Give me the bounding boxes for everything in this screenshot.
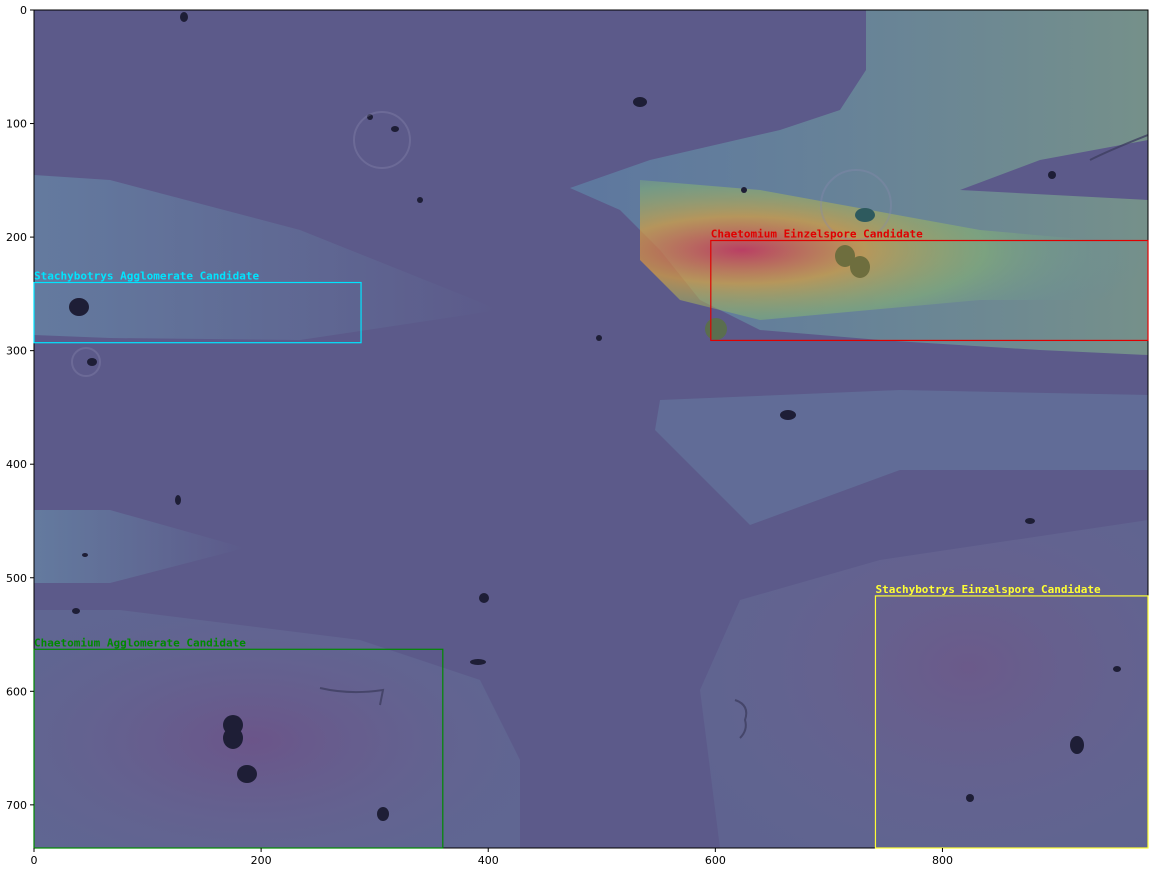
particle	[175, 495, 181, 505]
particle	[596, 335, 602, 341]
bubble	[71, 347, 101, 377]
particle	[850, 256, 870, 278]
y-tick-label: 300	[6, 345, 27, 358]
detection-box	[710, 239, 1149, 342]
heatmap-hotspot	[640, 180, 1148, 320]
heatmap-mid-left	[34, 510, 245, 583]
y-tick-label: 200	[6, 231, 27, 244]
bubble	[353, 111, 411, 169]
debris	[319, 134, 1149, 739]
particle	[87, 358, 97, 366]
particle	[633, 97, 647, 107]
particle	[237, 765, 257, 783]
detection-box	[33, 281, 362, 344]
x-tick-label: 600	[705, 854, 726, 867]
micrograph-frame	[33, 9, 1149, 849]
particle	[391, 126, 399, 132]
particle	[367, 114, 373, 120]
axes: 0 200 400 600 800 0 100 200 300 400 500 600 700	[6, 4, 953, 867]
particles	[69, 12, 1121, 821]
particle	[1025, 518, 1035, 524]
particle	[470, 659, 486, 665]
particle	[417, 197, 423, 203]
detection-box	[33, 648, 444, 849]
y-tick-label: 700	[6, 799, 27, 812]
particle	[69, 298, 89, 316]
particle	[377, 807, 389, 821]
x-tick-label: 0	[31, 854, 38, 867]
y-tick-label: 0	[20, 4, 27, 17]
x-tick-label: 800	[932, 854, 953, 867]
heatmap-bottom-right	[700, 520, 1148, 848]
detection-label: Stachybotrys Einzelspore Candidate	[875, 583, 1101, 596]
detection-label: Chaetomium Einzelspore Candidate	[711, 228, 923, 241]
y-tick-label: 400	[6, 458, 27, 471]
micrograph	[33, 9, 1149, 849]
x-tick-label: 400	[478, 854, 499, 867]
detection-label: Stachybotrys Agglomerate Candidate	[34, 270, 260, 283]
y-tick-label: 600	[6, 685, 27, 698]
particle	[479, 593, 489, 603]
detection-boxes: Stachybotrys Agglomerate Candidate Chaeto…	[33, 228, 1149, 849]
heatmap-bottom-left	[34, 610, 520, 848]
heatmap-left-band	[34, 175, 500, 340]
particle	[835, 245, 855, 267]
particle	[180, 12, 188, 22]
particle	[780, 410, 796, 420]
x-tick-label: 200	[251, 854, 272, 867]
particle	[72, 608, 80, 614]
y-tick-label: 100	[6, 118, 27, 131]
debris-fiber	[1089, 134, 1149, 161]
particle	[1048, 171, 1056, 179]
particle	[1070, 736, 1084, 754]
detection-label: Chaetomium Agglomerate Candidate	[34, 636, 246, 649]
particle	[82, 553, 88, 557]
heatmap-mid-right	[655, 390, 1148, 525]
particle	[223, 727, 243, 749]
debris-fiber	[319, 687, 385, 706]
particle	[966, 794, 974, 802]
debris-fiber	[734, 699, 748, 739]
particle	[855, 208, 875, 222]
y-tick-label: 500	[6, 572, 27, 585]
detection-box	[874, 595, 1149, 849]
particle	[1113, 666, 1121, 672]
particle	[741, 187, 747, 193]
particle	[705, 318, 727, 340]
